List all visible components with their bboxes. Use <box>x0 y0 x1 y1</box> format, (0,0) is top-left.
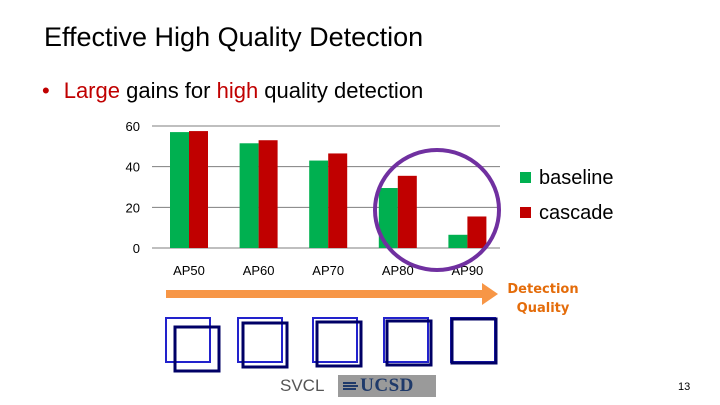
y-tick-label: 40 <box>126 160 140 175</box>
detection-quality-label: Detection Quality <box>502 280 584 318</box>
ucsd-logo: UCSD <box>338 375 436 397</box>
bar-baseline <box>448 234 468 248</box>
highlight-circle <box>373 148 501 272</box>
bullet-text-gains: gains for <box>119 78 217 103</box>
bar-cascade <box>467 216 487 248</box>
chart-bars <box>170 131 487 248</box>
ucsd-logo-text: UCSD <box>360 375 414 396</box>
detection-box <box>450 317 498 365</box>
y-tick-label: 60 <box>126 119 140 134</box>
bar-cascade <box>189 131 208 248</box>
bullet-text-large: Large <box>63 78 120 103</box>
bar-baseline <box>239 143 259 248</box>
slide-title: Effective High Quality Detection <box>44 22 424 52</box>
bullet-line: • Large gains for high quality detection <box>42 78 423 104</box>
chart-legend: baseline cascade <box>520 167 614 224</box>
ground-truth-box <box>312 317 358 363</box>
bar-baseline <box>309 160 329 248</box>
y-tick-label: 20 <box>126 200 140 215</box>
iou-box-illustrations <box>165 317 498 373</box>
x-tick-label: AP80 <box>382 263 414 278</box>
quality-arrow <box>166 283 498 305</box>
bar-baseline <box>378 188 398 248</box>
legend-swatch <box>520 207 531 218</box>
y-tick-label: 0 <box>133 241 140 256</box>
bar-baseline <box>170 132 189 248</box>
detection-box <box>173 325 221 373</box>
x-tick-label: AP70 <box>312 263 344 278</box>
x-tick-label: AP50 <box>173 263 205 278</box>
ground-truth-box <box>165 317 211 363</box>
legend-label: baseline <box>539 167 614 189</box>
detection-box <box>241 321 289 369</box>
footer-svcl: SVCL <box>280 376 325 395</box>
bar-cascade <box>328 153 348 248</box>
detection-box <box>385 319 433 367</box>
ucsd-mark-icon <box>343 382 358 390</box>
legend-label: cascade <box>539 202 614 224</box>
ground-truth-box <box>450 317 496 363</box>
ground-truth-box <box>383 317 429 363</box>
bar-cascade <box>258 140 278 248</box>
bar-cascade <box>397 175 417 248</box>
ground-truth-box <box>237 317 283 363</box>
quality-label-line1: Detection <box>507 282 579 297</box>
bullet-dot-icon: • <box>42 78 50 103</box>
detection-box <box>315 320 363 368</box>
legend-swatch <box>520 172 531 183</box>
page-number: 13 <box>678 381 691 393</box>
bullet-text-quality: quality detection <box>258 78 424 103</box>
x-tick-label: AP60 <box>243 263 275 278</box>
bullet-text-high: high <box>216 78 259 103</box>
quality-label-line2: Quality <box>516 301 570 316</box>
